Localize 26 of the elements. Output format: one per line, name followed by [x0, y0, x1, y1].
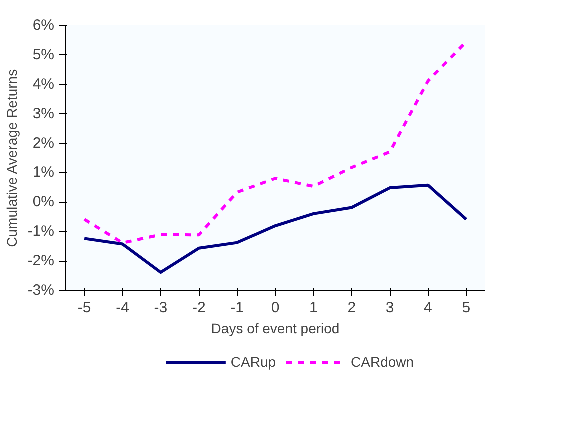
- y-tick-label: 2%: [32, 134, 55, 152]
- x-tick-label: -1: [230, 300, 244, 316]
- y-tick-label: 6%: [32, 17, 55, 34]
- y-tick-label: -3%: [28, 282, 55, 299]
- y-axis-title: Cumulative Average Returns: [4, 69, 20, 248]
- y-tick-label: 0%: [32, 194, 55, 211]
- y-tick-label: -2%: [28, 252, 55, 270]
- y-tick-label: 3%: [32, 105, 55, 122]
- line-series: [83, 184, 468, 274]
- x-tick-label: 0: [271, 300, 280, 316]
- x-tick-label: -3: [154, 300, 168, 316]
- x-tick-label: 2: [348, 300, 356, 316]
- x-tick-label: -5: [78, 300, 92, 316]
- y-tick-label: 1%: [32, 164, 55, 182]
- x-tick-label: 5: [462, 300, 471, 316]
- x-tick-label: 4: [424, 300, 432, 316]
- x-tick-label: 3: [386, 300, 394, 316]
- y-tick-label: 4%: [32, 76, 55, 93]
- x-tick-label: 1: [310, 300, 318, 316]
- legend-label: CARdown: [351, 354, 414, 370]
- x-tick-label: -4: [116, 300, 130, 316]
- y-tick-label: -1%: [28, 223, 55, 240]
- x-axis-title: Days of event period: [211, 320, 340, 336]
- legend-label: CARup: [230, 354, 276, 370]
- y-tick-label: 5%: [32, 46, 55, 64]
- x-tick-label: -2: [192, 300, 206, 316]
